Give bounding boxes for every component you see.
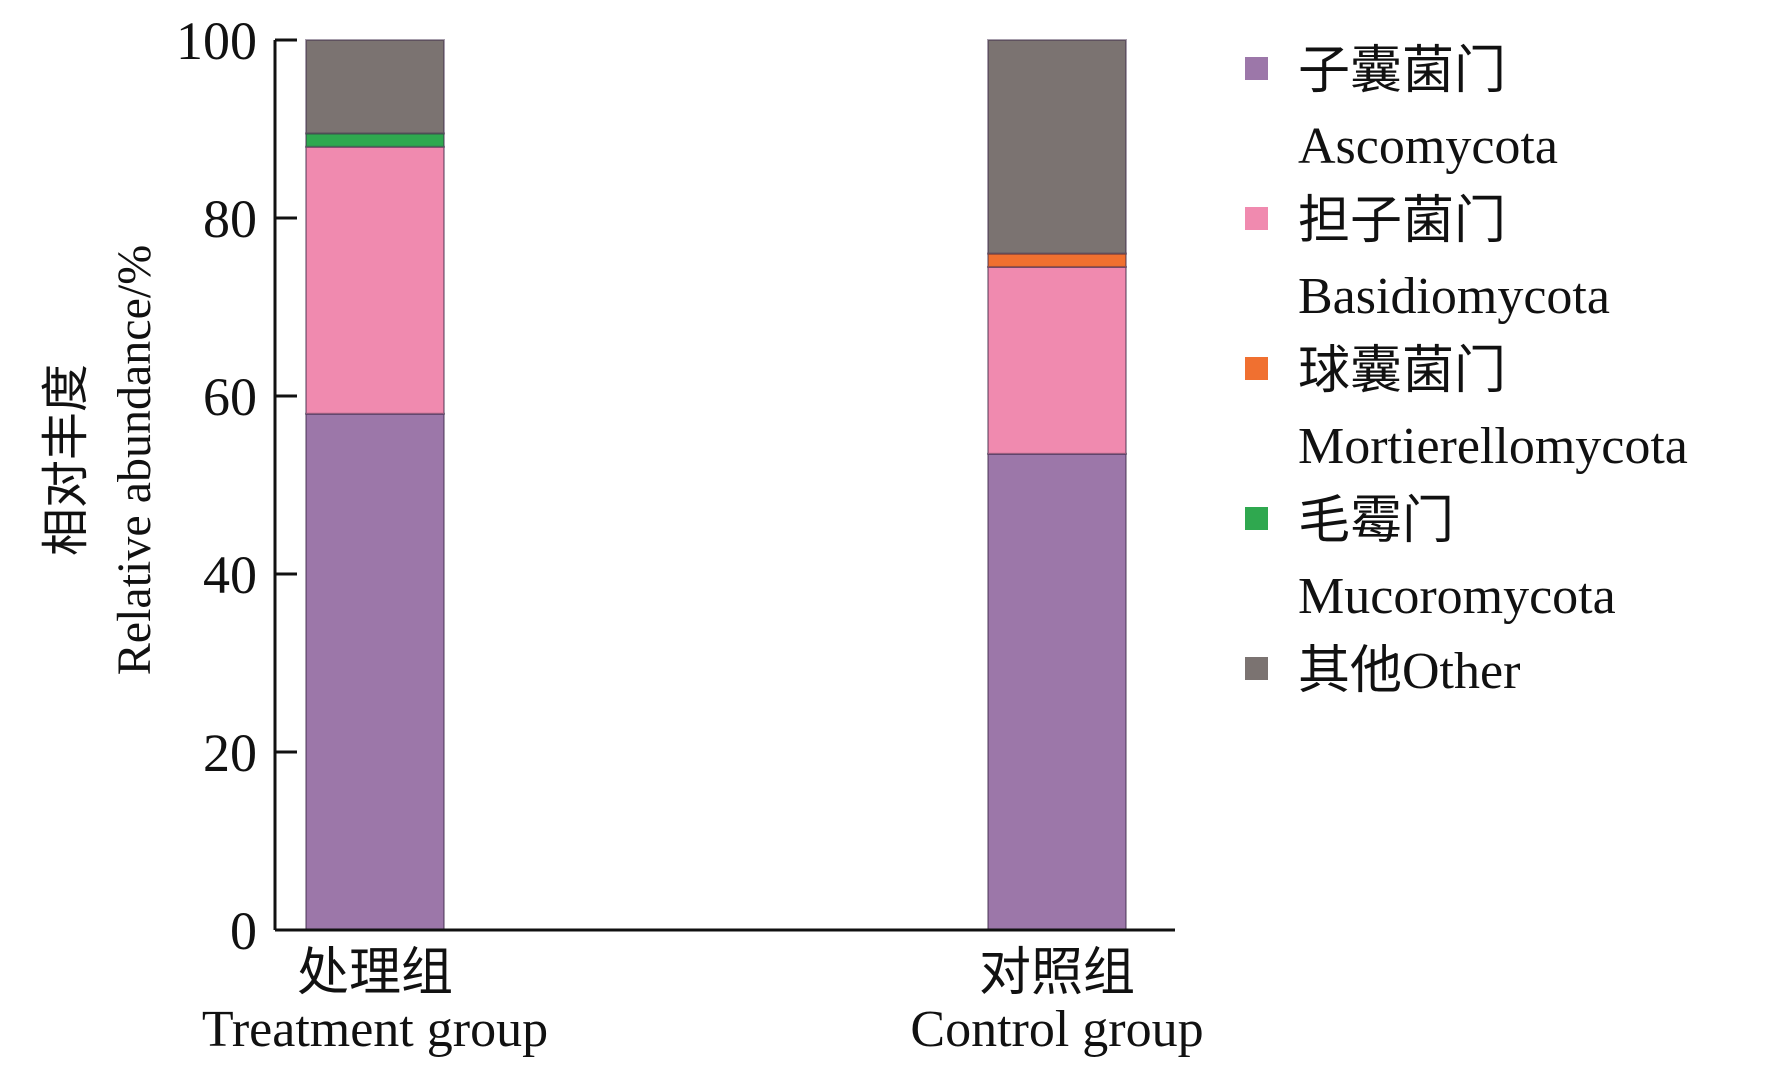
- legend-label: Basidiomycota: [1298, 268, 1610, 325]
- legend-swatch: [1245, 57, 1268, 80]
- bar-segment-0-3: [305, 132, 445, 148]
- legend-swatch: [1245, 207, 1268, 230]
- legend-label: Mucoromycota: [1298, 568, 1616, 625]
- legend-label: 担子菌门: [1298, 193, 1506, 250]
- x-category-label: Control group: [910, 1001, 1203, 1058]
- legend-label: 其他Other: [1298, 643, 1520, 700]
- bar-segment-1-4: [987, 39, 1127, 255]
- bar-segment-0-0: [305, 412, 445, 931]
- y-axis-title: 相对丰度 Relative abundance/%: [40, 245, 161, 675]
- legend: 子囊菌门 Ascomycota 担子菌门 Basidiomycota 球囊菌门 Morti…: [1245, 43, 1688, 700]
- y-ticks: 0 20 40 60 80 100: [176, 11, 297, 961]
- y-tick-label: 40: [203, 545, 257, 605]
- legend-label: 球囊菌门: [1298, 343, 1506, 400]
- bar-segment-0-4: [305, 39, 445, 135]
- legend-label: 子囊菌门: [1298, 43, 1506, 100]
- legend-label: Ascomycota: [1298, 118, 1558, 175]
- axes: [273, 40, 1175, 932]
- legend-swatch: [1245, 357, 1268, 380]
- legend-swatch: [1245, 657, 1268, 680]
- x-category-label: 处理组: [297, 945, 453, 1002]
- bars: [305, 39, 1127, 931]
- legend-swatch: [1245, 507, 1268, 530]
- legend-label: Mortierellomycota: [1298, 418, 1688, 475]
- legend-label: 毛霉门: [1298, 493, 1454, 550]
- bar-segment-1-1: [987, 265, 1127, 455]
- y-tick-label: 0: [230, 901, 257, 961]
- y-tick-label: 60: [203, 367, 257, 427]
- bar-segment-0-1: [305, 145, 445, 415]
- y-tick-label: 20: [203, 723, 257, 783]
- bar-segment-1-2: [987, 252, 1127, 268]
- x-category-label: 对照组: [979, 945, 1135, 1002]
- y-tick-label: 80: [203, 189, 257, 249]
- x-category-label: Treatment group: [202, 1001, 548, 1058]
- y-tick-label: 100: [176, 11, 257, 71]
- bar-segment-1-0: [987, 452, 1127, 931]
- y-axis-label: 相对丰度 Relative abundance/%: [40, 245, 161, 675]
